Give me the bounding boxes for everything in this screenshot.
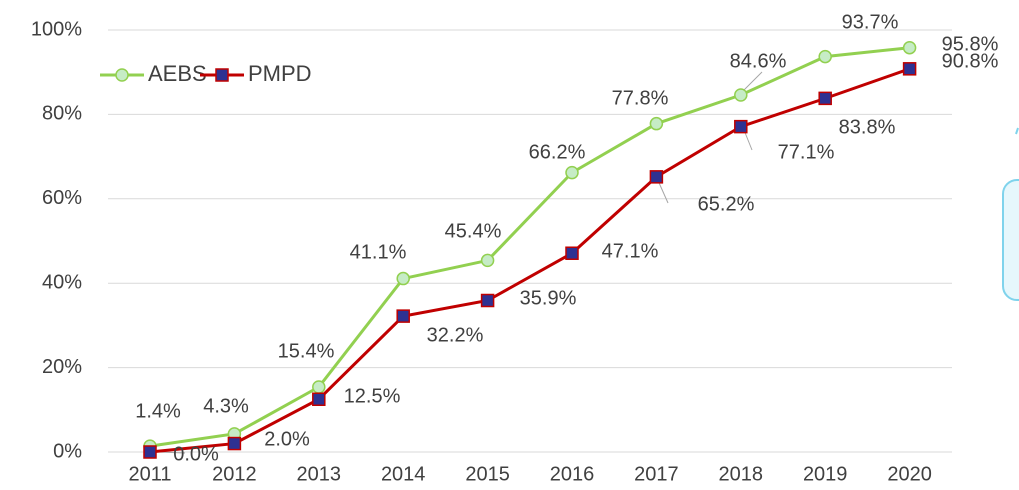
data-label: 66.2% <box>529 141 586 163</box>
x-tick-label: 2020 <box>887 463 932 485</box>
leader-line <box>741 71 763 93</box>
marker <box>312 392 326 406</box>
legend-label: AEBS <box>148 61 207 86</box>
data-label: 77.8% <box>612 87 669 109</box>
x-tick-label: 2017 <box>634 463 679 485</box>
data-label: 2.0% <box>264 428 310 450</box>
data-label: 35.9% <box>520 287 577 309</box>
data-label: 90.8% <box>942 50 999 72</box>
x-tick-label: 2014 <box>381 463 426 485</box>
data-label: 12.5% <box>344 385 401 407</box>
y-tick-label: 0% <box>53 440 82 462</box>
data-label: 65.2% <box>698 193 755 215</box>
data-label: 0.0% <box>173 443 219 465</box>
data-label: 93.7% <box>842 11 899 33</box>
series-line <box>149 67 911 454</box>
y-tick-label: 100% <box>31 18 82 40</box>
data-label: 1.4% <box>135 400 181 422</box>
marker <box>734 119 748 134</box>
series-line <box>149 46 910 448</box>
x-tick-label: 2013 <box>297 463 342 485</box>
x-tick-label: 2019 <box>803 463 848 485</box>
marker <box>818 91 832 106</box>
data-label: 15.4% <box>278 340 335 362</box>
marker <box>818 49 832 64</box>
marker <box>480 293 495 308</box>
data-label: 95.8% <box>942 33 999 55</box>
data-label: 41.1% <box>350 241 407 263</box>
data-label: 83.8% <box>839 116 896 138</box>
legend-label: PMPD <box>248 61 312 86</box>
marker <box>902 40 917 55</box>
x-tick-label: 2015 <box>465 463 510 485</box>
x-tick-label: 2016 <box>550 463 595 485</box>
marker <box>902 62 917 76</box>
y-tick-label: 60% <box>42 187 82 209</box>
marker <box>565 165 579 180</box>
marker <box>565 246 579 260</box>
marker <box>312 380 326 394</box>
data-label: 84.6% <box>730 50 787 72</box>
x-tick-label: 2011 <box>128 463 171 485</box>
side-panel <box>1002 179 1019 301</box>
marker <box>734 88 748 102</box>
marker <box>396 309 410 323</box>
marker <box>143 445 157 459</box>
side-mark <box>1015 127 1019 135</box>
marker <box>227 436 242 451</box>
marker <box>649 116 664 131</box>
data-label: 77.1% <box>778 141 835 163</box>
x-tick-label: 2018 <box>719 463 764 485</box>
marker <box>396 271 410 286</box>
legend-marker <box>115 68 129 82</box>
marker <box>480 253 495 268</box>
data-label: 47.1% <box>602 240 659 262</box>
y-tick-label: 40% <box>42 271 82 293</box>
data-label: 4.3% <box>203 395 249 417</box>
y-tick-label: 20% <box>42 356 82 378</box>
legend-marker <box>215 68 229 82</box>
marker <box>649 170 664 184</box>
x-tick-label: 2012 <box>212 463 257 485</box>
y-tick-label: 80% <box>42 103 82 125</box>
data-label: 45.4% <box>445 220 502 242</box>
data-label: 32.2% <box>427 324 484 346</box>
